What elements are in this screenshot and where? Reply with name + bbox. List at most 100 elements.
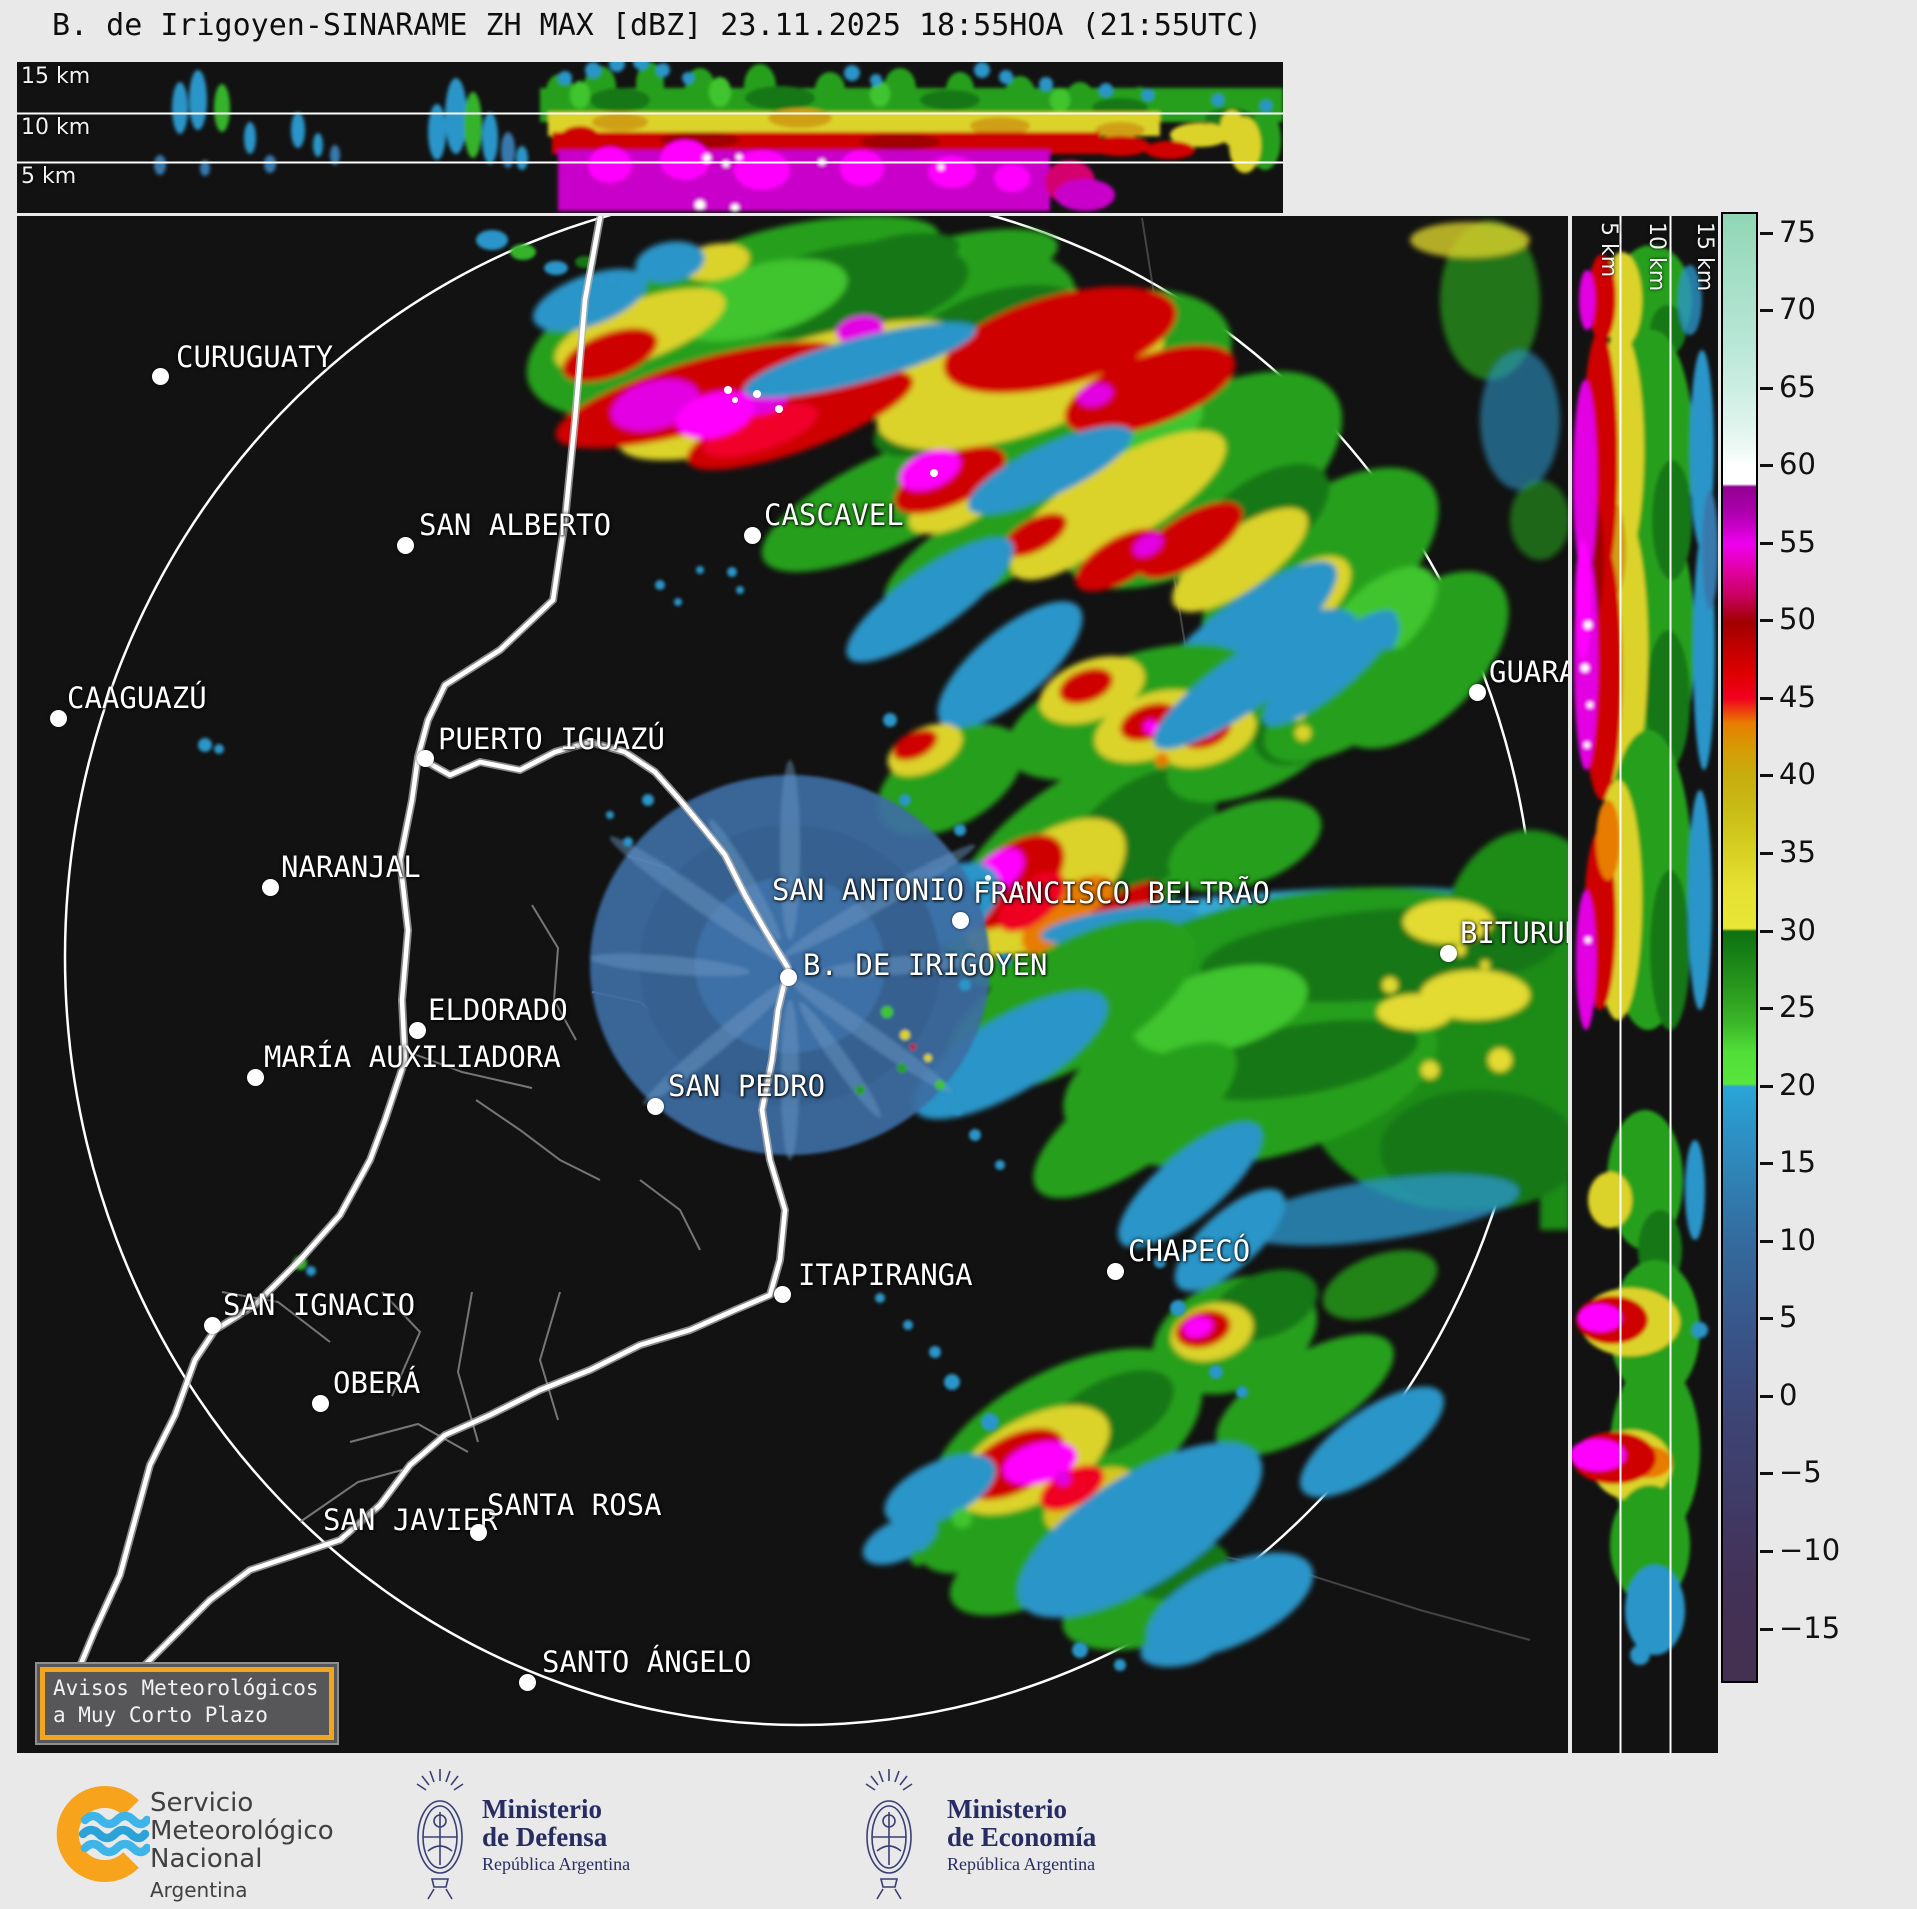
ew-height-profile-panel: 15 km 10 km 5 km	[17, 62, 1283, 213]
city-label: SAN JAVIER	[323, 1503, 498, 1537]
colorbar-tick-mark	[1760, 1084, 1773, 1088]
ew-profile-echoes	[17, 62, 1283, 212]
colorbar-tick-mark	[1760, 774, 1773, 778]
height-label-15km-v: 15 km	[1692, 222, 1717, 292]
city-dot	[519, 1674, 536, 1691]
height-label-5km-v: 5 km	[1596, 222, 1621, 278]
city-label: GUARAPUAVA	[1489, 655, 1568, 689]
colorbar-tick-label: −5	[1779, 1455, 1822, 1490]
warning-line-2: a Muy Corto Plazo	[53, 1703, 268, 1727]
colorbar-tick-mark	[1760, 696, 1773, 700]
smn-line-3: Nacional	[150, 1844, 263, 1874]
city-dot	[1107, 1263, 1124, 1280]
colorbar-tick-label: 55	[1779, 524, 1816, 559]
storm-echoes-layer	[526, 216, 1568, 1668]
colorbar-tick-label: 50	[1779, 602, 1816, 637]
colorbar-tick-label: 15	[1779, 1145, 1816, 1180]
ns-height-profile-panel: 5 km 10 km 15 km	[1572, 216, 1718, 1753]
city-label: SAN IGNACIO	[223, 1288, 416, 1322]
city-label: ELDORADO	[428, 993, 568, 1027]
colorbar-tick-label: 35	[1779, 835, 1816, 869]
colorbar-tick-mark	[1760, 1472, 1773, 1476]
colorbar-tick-mark	[1760, 619, 1773, 623]
colorbar-tick-mark	[1760, 1627, 1773, 1631]
colorbar-tick-label: 40	[1779, 757, 1816, 792]
colorbar-tick-mark	[1760, 1317, 1773, 1321]
colorbar-tick-mark	[1760, 231, 1773, 235]
city-label: NARANJAL	[281, 850, 421, 884]
height-label-5km: 5 km	[21, 164, 77, 189]
city-label: CURUGUATY	[176, 340, 334, 374]
defensa-wordmark: Ministerio de Defensa República Argentin…	[482, 1795, 630, 1875]
city-dot	[647, 1098, 664, 1115]
colorbar-tick-mark	[1760, 1007, 1773, 1011]
colorbar-tick-mark	[1760, 386, 1773, 390]
colorbar-tick-label: 70	[1779, 292, 1816, 327]
colorbar-tick-label: 45	[1779, 679, 1816, 714]
defensa-line-2: de Defensa	[482, 1822, 608, 1852]
colorbar-tick-label: 25	[1779, 990, 1816, 1025]
city-dot	[1469, 684, 1486, 701]
hail-spikes	[724, 386, 1023, 891]
city-dot	[152, 368, 169, 385]
defensa-line-1: Ministerio	[482, 1794, 602, 1824]
colorbar-tick-label: 30	[1779, 912, 1816, 947]
colorbar-tick-label: 75	[1779, 214, 1816, 249]
colorbar-tick-label: 60	[1779, 447, 1816, 482]
defensa-coat-of-arms	[416, 1769, 464, 1900]
city-label: SANTA ROSA	[487, 1488, 662, 1522]
city-label: CHAPECÓ	[1128, 1234, 1251, 1268]
colorbar-tick-mark	[1760, 852, 1773, 855]
city-dot	[417, 750, 434, 767]
colorbar-tick-label: 20	[1779, 1067, 1816, 1102]
city-dot	[780, 969, 797, 986]
city-dot	[312, 1395, 329, 1412]
ns-profile-echoes	[1572, 216, 1718, 1753]
colorbar-tick-mark	[1760, 541, 1773, 545]
colorbar-tick-label: 5	[1779, 1300, 1798, 1335]
warning-line-1: Avisos Meteorológicos	[53, 1676, 319, 1700]
radar-map-graphics	[51, 216, 1568, 1744]
colorbar-tick-label: 10	[1779, 1222, 1816, 1257]
city-label: FRANCISCO BELTRÃO	[973, 876, 1270, 910]
smn-line-2: Meteorológico	[150, 1816, 334, 1846]
city-dot	[1440, 945, 1457, 962]
radar-map-panel: CURUGUATY SAN ALBERTO CAAGUAZÚ PUERTO IGUAZ…	[17, 216, 1568, 1753]
economia-wordmark: Ministerio de Economía República Argenti…	[947, 1795, 1096, 1875]
city-label: ITAPIRANGA	[798, 1258, 973, 1292]
city-dot	[952, 912, 969, 929]
city-dot	[409, 1022, 426, 1039]
city-label: BITURUNA	[1460, 916, 1568, 950]
smn-country: Argentina	[150, 1878, 248, 1902]
city-dot	[50, 710, 67, 727]
city-dot	[397, 537, 414, 554]
economia-coat-of-arms	[865, 1769, 913, 1900]
page-title: B. de Irigoyen-SINARAME ZH MAX [dBZ] 23.…	[52, 8, 1263, 43]
colorbar-tick-mark	[1760, 929, 1773, 933]
river-borders	[51, 216, 792, 1744]
city-label: SAN ALBERTO	[419, 508, 612, 542]
economia-sub: República Argentina	[947, 1854, 1096, 1874]
city-dot	[774, 1286, 791, 1303]
city-label: OBERÁ	[333, 1366, 421, 1400]
height-label-15km: 15 km	[21, 64, 91, 89]
city-dot	[204, 1317, 221, 1334]
height-label-10km: 10 km	[21, 115, 91, 140]
colorbar-tick-label: 65	[1779, 369, 1816, 404]
dbz-colorbar	[1721, 212, 1758, 1683]
city-label: PUERTO IGUAZÚ	[438, 722, 665, 756]
city-label: CAAGUAZÚ	[67, 681, 207, 715]
colorbar-tick-mark	[1760, 309, 1773, 313]
city-dot	[744, 527, 761, 544]
city-dot	[247, 1069, 264, 1086]
smn-wordmark: Servicio Meteorológico Nacional Argentin…	[150, 1789, 334, 1904]
city-label: SAN ANTONIO	[772, 873, 965, 907]
warning-box-frame: Avisos Meteorológicos a Muy Corto Plazo	[40, 1667, 334, 1740]
colorbar-tick-label: −10	[1779, 1532, 1841, 1567]
warning-box: Avisos Meteorológicos a Muy Corto Plazo	[35, 1662, 339, 1745]
colorbar-tick-mark	[1760, 464, 1773, 468]
defensa-sub: República Argentina	[482, 1854, 631, 1874]
footer: Servicio Meteorológico Nacional Argentin…	[0, 1757, 1917, 1909]
economia-line-1: Ministerio	[947, 1794, 1067, 1824]
smn-line-1: Servicio	[150, 1788, 254, 1818]
